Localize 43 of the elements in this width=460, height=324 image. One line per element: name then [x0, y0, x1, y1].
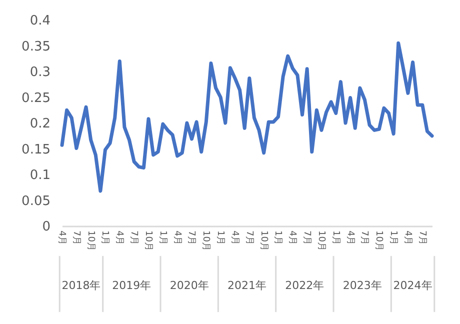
x-tick-label: 4月	[287, 230, 298, 246]
y-tick-label: 0	[42, 220, 50, 234]
line-series	[60, 41, 434, 193]
x-tick-label: 7月	[302, 230, 312, 246]
x-tick-label: 7月	[416, 230, 427, 246]
text: 2019年	[112, 279, 152, 292]
x-tick-label: 4月	[344, 230, 355, 246]
y-tick-label: 0.15	[22, 142, 50, 158]
x-tick-label: 10月	[374, 230, 384, 251]
x-tick-label: 4月	[172, 230, 182, 246]
x-tick-label: 10月	[85, 230, 96, 251]
x-tick-label: 10月	[316, 230, 326, 251]
x-tick-label: 7月	[70, 230, 81, 246]
y-tick-label: 0.1	[30, 168, 50, 183]
x-tick-label: 1月	[330, 230, 340, 246]
x-tick-label: 10月	[258, 230, 268, 251]
text: 2023年	[342, 279, 382, 292]
text: 2022年	[285, 279, 324, 292]
y-tick-label: 0.05	[22, 194, 50, 209]
x-tick-label: 4月	[229, 230, 240, 246]
text: 2018年	[62, 279, 101, 292]
x-tick-label: 10月	[142, 230, 153, 251]
y-tick-label: 0.2	[30, 116, 50, 132]
text: 2024年	[393, 279, 432, 292]
text: 2020年	[170, 279, 209, 292]
y-tick-label: 0.4	[30, 14, 50, 28]
x-tick-label: 1月	[272, 230, 283, 246]
y-tick-label: 0.25	[22, 90, 50, 106]
x-tick-label: 1月	[157, 230, 168, 246]
x-tick-label: 4月	[114, 230, 124, 246]
x-tick-label: 1月	[388, 230, 398, 246]
x-tick-label: 7月	[128, 230, 139, 246]
y-tick-label: 0.35	[22, 39, 50, 54]
x-tick-label: 4月	[402, 230, 412, 246]
x-tick-label: 1月	[215, 230, 226, 246]
x-tick-label: 7月	[244, 230, 254, 246]
x-tick-label: 7月	[359, 230, 370, 246]
x-tick-label: 10月	[200, 230, 211, 251]
y-tick-label: 0.3	[30, 65, 50, 80]
x-tick-label: 7月	[186, 230, 196, 246]
x-tick-label: 4月	[56, 230, 66, 246]
text: 2021年	[228, 279, 266, 292]
x-tick-label: 1月	[100, 230, 110, 246]
